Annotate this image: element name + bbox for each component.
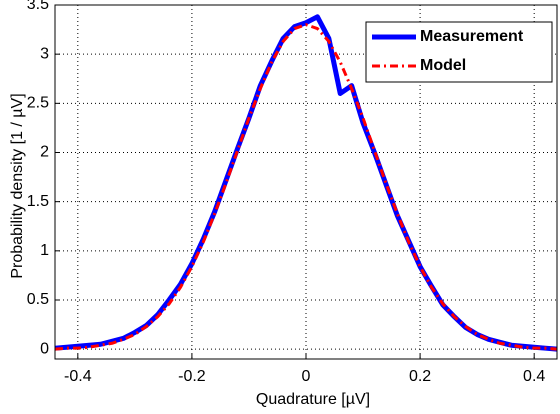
y-tick-label: 3.5 (27, 0, 49, 13)
legend-box (365, 21, 553, 83)
y-tick-label: 2.5 (27, 95, 49, 112)
legend-label: Model (420, 57, 466, 74)
series-line (54, 23, 558, 351)
x-tick-label: 0.4 (523, 368, 545, 385)
y-tick-label: 1 (40, 242, 49, 259)
x-tick-label: -0.4 (64, 368, 92, 385)
plot-frame (54, 4, 558, 360)
y-axis-label: Probability density [1 / µV] (9, 93, 26, 278)
x-axis-label: Quadrature [µV] (256, 391, 370, 408)
y-tick-label: 1.5 (27, 193, 49, 210)
series-line (54, 14, 558, 352)
x-tick-label: -0.2 (178, 368, 206, 385)
x-tick-label: 0 (302, 368, 311, 385)
x-tick-label: 0.2 (409, 368, 431, 385)
legend-label: Measurement (420, 28, 524, 45)
y-tick-label: 2 (40, 144, 49, 161)
y-tick-label: 0.5 (27, 291, 49, 308)
y-tick-label: 0 (40, 340, 49, 357)
y-tick-label: 3 (40, 45, 49, 62)
